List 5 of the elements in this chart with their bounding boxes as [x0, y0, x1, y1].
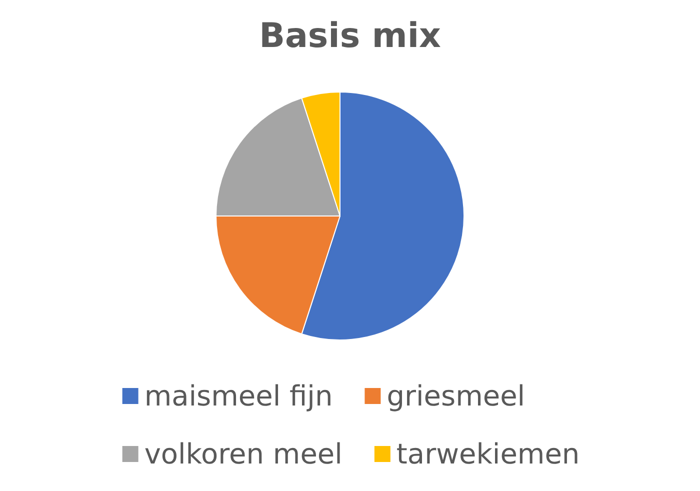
legend-label: tarwekiemen: [396, 438, 580, 470]
chart-title: Basis mix: [259, 16, 441, 56]
legend-label: maismeel fijn: [144, 380, 333, 412]
legend-label: volkoren meel: [144, 438, 342, 470]
legend-label: griesmeel: [386, 380, 526, 412]
